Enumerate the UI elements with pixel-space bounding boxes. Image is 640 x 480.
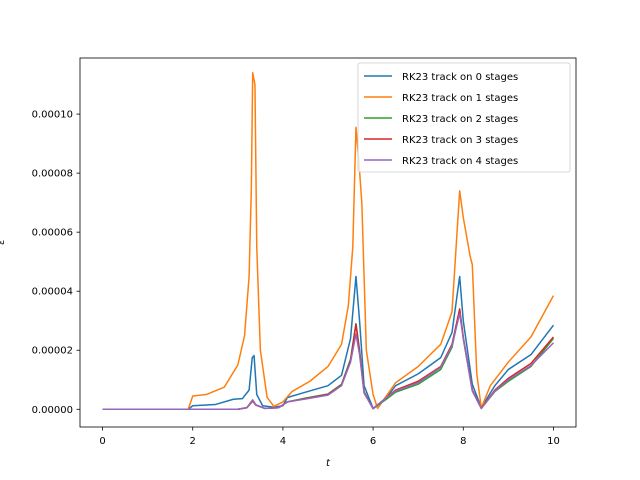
- x-tick-label: 6: [370, 436, 376, 447]
- y-tick-label: 0.00008: [32, 169, 73, 180]
- y-tick-label: 0.00010: [32, 110, 73, 121]
- y-axis-label: ε: [0, 239, 7, 245]
- series-line-4: [102, 312, 554, 411]
- y-tick-label: 0.00006: [32, 228, 73, 239]
- x-tick-label: 4: [280, 436, 286, 447]
- axes-frame: [79, 57, 577, 428]
- x-tick-label: 8: [460, 436, 466, 447]
- x-tick-label: 0: [99, 436, 105, 447]
- legend-label: RK23 track on 4 stages: [402, 156, 518, 167]
- legend-label: RK23 track on 1 stages: [402, 93, 518, 104]
- series-line-0: [102, 275, 555, 411]
- series-layer: [102, 72, 555, 411]
- legend: RK23 track on 0 stages RK23 track on 1 st…: [357, 62, 571, 173]
- y-tick-label: 0.00002: [32, 346, 73, 357]
- legend-box: [357, 62, 571, 173]
- y-tick-label: 0.00000: [32, 405, 73, 416]
- x-tick-label: 2: [190, 436, 196, 447]
- y-tick-label: 0.00004: [32, 287, 73, 298]
- x-tick-label: 10: [547, 436, 560, 447]
- legend-label: RK23 track on 3 stages: [402, 135, 518, 146]
- legend-label: RK23 track on 0 stages: [402, 72, 518, 83]
- series-line-1: [102, 72, 555, 411]
- x-axis-label: t: [326, 458, 331, 469]
- axes-layer: 0 2 4 6 8 10 0.00000 0.00002 0.00004 0.00006 0.000…: [32, 57, 577, 447]
- legend-label: RK23 track on 2 stages: [402, 114, 518, 125]
